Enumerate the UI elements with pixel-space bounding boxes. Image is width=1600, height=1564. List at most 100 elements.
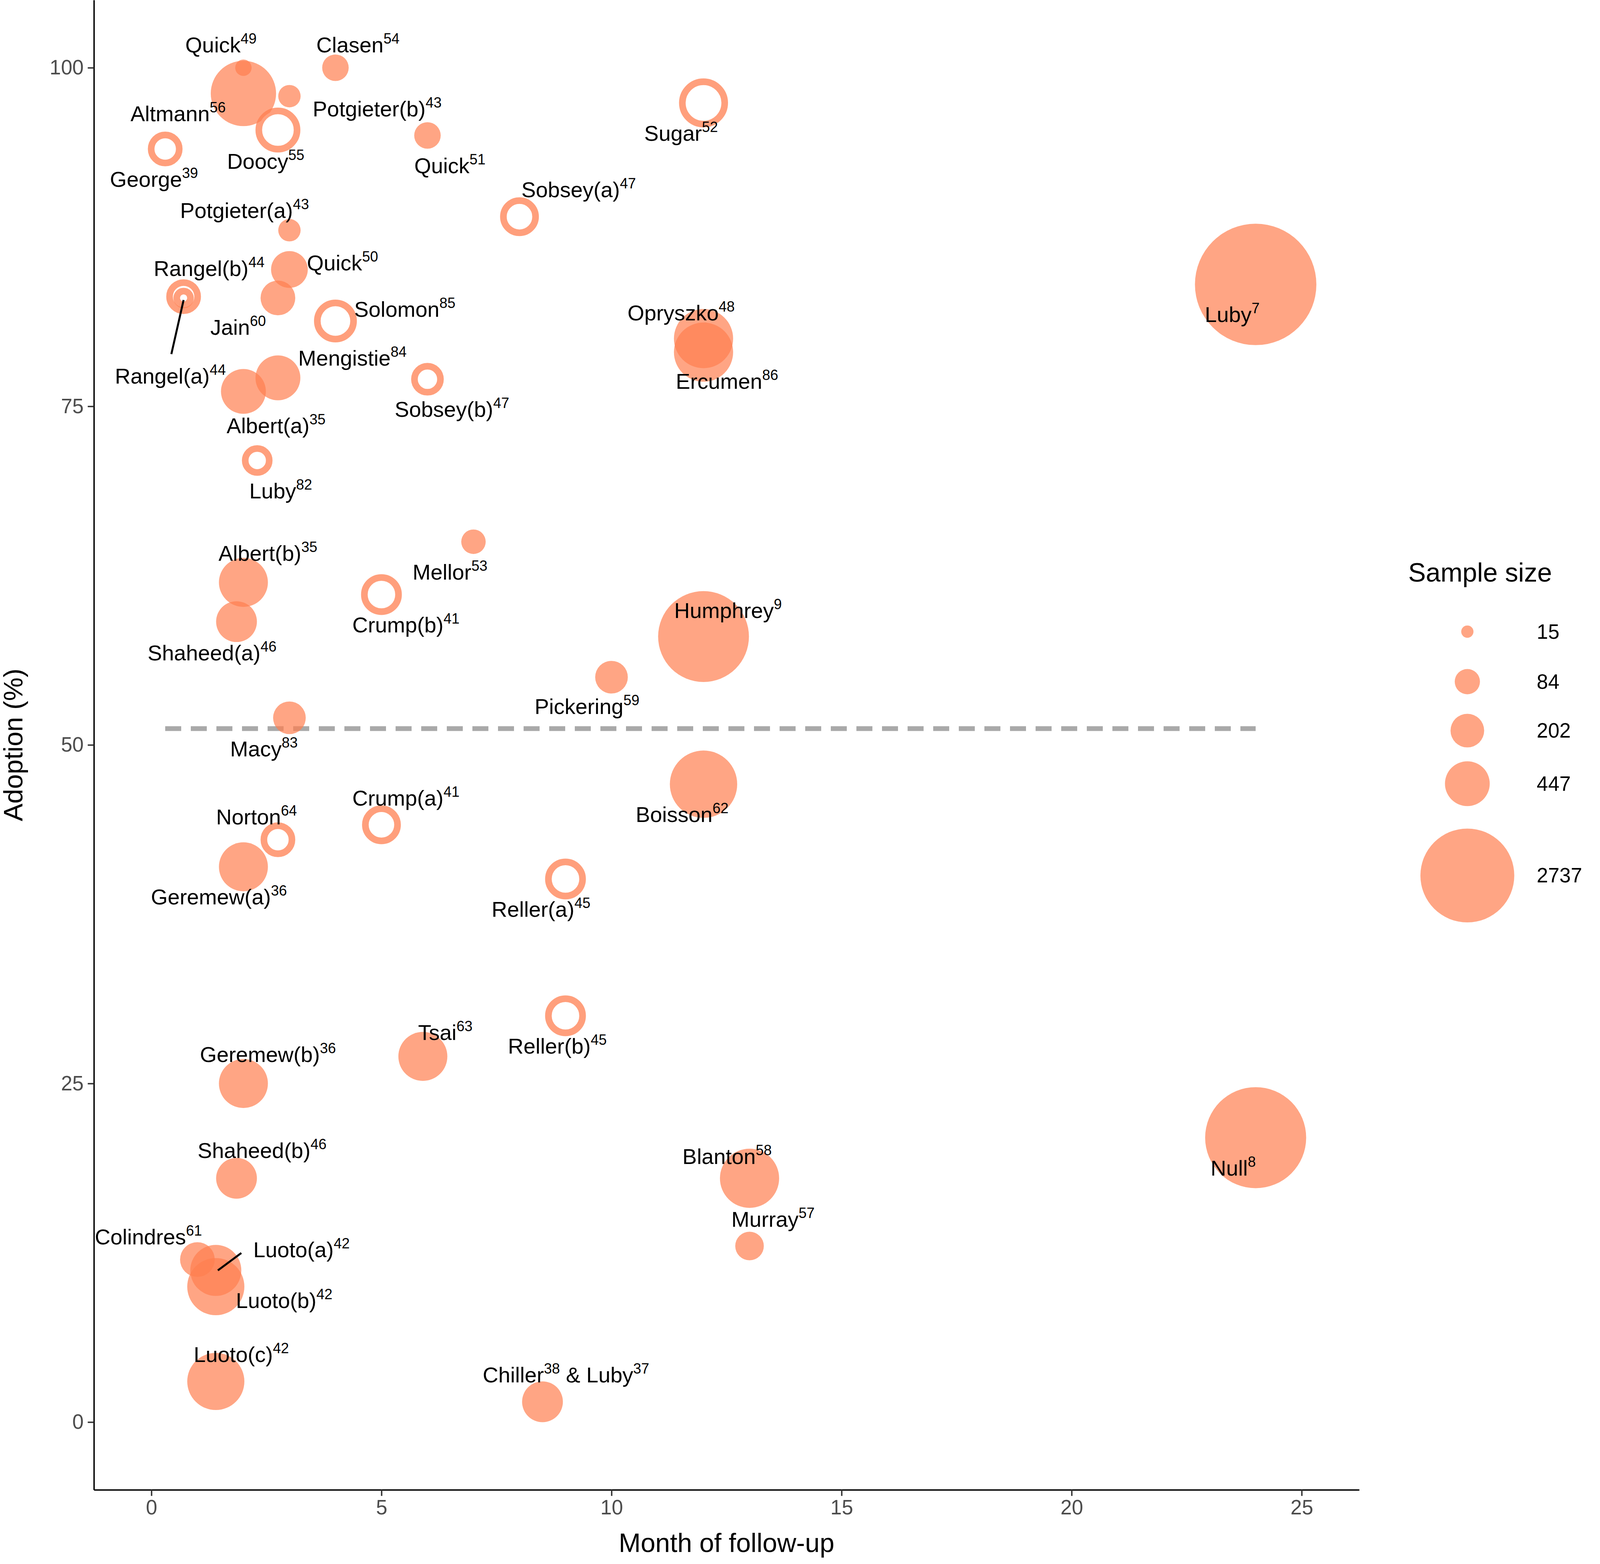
label-leader xyxy=(171,300,184,354)
tick: 75 xyxy=(60,394,94,418)
label-text: Luoto(b) xyxy=(236,1288,317,1313)
label-reference: 42 xyxy=(272,1340,289,1357)
point-label: Crump(b)41 xyxy=(352,610,460,637)
label-text: Opryszko xyxy=(627,300,719,325)
bubble xyxy=(522,1381,563,1422)
label-reference: 41 xyxy=(443,610,460,627)
label-reference: 36 xyxy=(320,1040,336,1057)
point-label: Geremew(b)36 xyxy=(200,1040,336,1067)
label-text: Luby xyxy=(1204,302,1252,327)
bubble xyxy=(735,1231,764,1260)
label-reference: 44 xyxy=(248,254,265,271)
label-reference: 9 xyxy=(774,596,782,613)
point-label: Macy83 xyxy=(230,734,298,761)
bubble xyxy=(322,54,349,81)
label-text: Geremew(b) xyxy=(200,1042,320,1067)
point-label: Luby82 xyxy=(249,476,312,503)
bubble xyxy=(273,701,306,735)
tick-mark xyxy=(87,1421,94,1424)
legend-label: 202 xyxy=(1536,719,1571,742)
point-label: Jain60 xyxy=(210,312,266,340)
tick-label: 25 xyxy=(1290,1496,1314,1519)
label-text: Colindres xyxy=(94,1224,186,1249)
legend-title: Sample size xyxy=(1408,557,1552,588)
label-reference: 57 xyxy=(798,1204,815,1222)
tick: 5 xyxy=(376,1489,388,1519)
legend-label: 2737 xyxy=(1536,864,1582,887)
tick: 0 xyxy=(146,1489,158,1519)
legend-label: 15 xyxy=(1536,620,1560,644)
label-text: Murray xyxy=(731,1207,799,1232)
reference-line xyxy=(165,726,1256,732)
label-text: Boisson xyxy=(635,802,713,827)
label-text: Potgieter(b) xyxy=(312,96,426,121)
point-label: Luoto(b)42 xyxy=(236,1286,333,1313)
label-reference: 59 xyxy=(623,692,640,709)
tick-mark xyxy=(380,1489,383,1496)
hollow-bubble xyxy=(245,448,270,473)
label-text: Macy xyxy=(230,736,282,761)
label-reference: 64 xyxy=(280,802,297,819)
point-label: Luby7 xyxy=(1204,300,1260,327)
point-label: Potgieter(b)43 xyxy=(312,94,442,121)
bubble xyxy=(278,84,301,108)
tick-mark xyxy=(1071,1489,1073,1496)
label-text: Shaheed(a) xyxy=(147,640,261,665)
label-reference: 52 xyxy=(702,118,718,136)
label-reference: 62 xyxy=(712,800,729,817)
tick-label: 75 xyxy=(60,394,84,418)
label-reference: 44 xyxy=(209,361,226,378)
legend-bubble xyxy=(1454,669,1480,695)
label-reference: 7 xyxy=(1251,300,1260,317)
label-text: Luoto(a) xyxy=(253,1237,334,1262)
label-text: Luby xyxy=(249,478,296,503)
bubble xyxy=(414,122,441,149)
label-text: Chiller xyxy=(482,1362,544,1387)
tick-mark xyxy=(611,1489,613,1496)
label-text: Mengistie xyxy=(298,346,391,370)
legend-bubble xyxy=(1420,828,1515,923)
label-reference: 47 xyxy=(620,175,636,192)
label-reference: 56 xyxy=(209,99,226,116)
chart-svg: Quick49Clasen54Altmann56Potgieter(b)43Do… xyxy=(0,0,1600,1564)
bubble xyxy=(216,1158,257,1199)
label-reference: 8 xyxy=(1248,1153,1256,1170)
tick-mark xyxy=(150,1489,153,1496)
tick-mark xyxy=(87,744,94,746)
point-label: Norton64 xyxy=(216,802,297,829)
label-text: Sugar xyxy=(644,121,702,146)
hollow-bubble xyxy=(169,282,198,311)
point-label: Chiller38 & Luby37 xyxy=(482,1360,650,1387)
label-text: Albert(b) xyxy=(218,541,302,566)
label-text: Tsai xyxy=(418,1020,457,1045)
label-reference: 63 xyxy=(456,1018,473,1035)
bubble xyxy=(220,368,266,414)
y-axis-title: Adoption (%) xyxy=(0,668,28,822)
point-label: Humphrey9 xyxy=(674,596,782,623)
hollow-bubble xyxy=(365,808,398,841)
legend-bubble xyxy=(1444,761,1490,806)
tick-label: 25 xyxy=(60,1072,84,1095)
hollow-bubble xyxy=(264,825,292,854)
label-reference: 85 xyxy=(439,294,456,312)
label-reference: 42 xyxy=(316,1286,333,1303)
label-reference: 38 xyxy=(544,1360,560,1377)
point-label: Albert(b)35 xyxy=(218,538,318,566)
point-label: Pickering59 xyxy=(534,692,640,719)
label-text: Sobsey(b) xyxy=(394,397,494,422)
point-label: Blanton58 xyxy=(682,1142,772,1169)
label-text: George xyxy=(110,167,182,192)
label-text: Solomon xyxy=(354,297,440,322)
point-label: Null8 xyxy=(1210,1153,1256,1180)
label-text: Sobsey(a) xyxy=(521,177,620,202)
label-reference: 36 xyxy=(270,882,287,899)
hollow-bubble xyxy=(682,81,725,124)
label-text: Shaheed(b) xyxy=(197,1138,311,1163)
point-label: Luoto(c)42 xyxy=(193,1340,289,1367)
point-label: Shaheed(a)46 xyxy=(147,638,277,665)
label-reference: 35 xyxy=(301,538,318,556)
tick-label: 0 xyxy=(146,1496,158,1519)
legend-label: 447 xyxy=(1536,772,1571,796)
label-text: Reller(a) xyxy=(491,897,575,922)
label-reference: 58 xyxy=(755,1142,772,1159)
